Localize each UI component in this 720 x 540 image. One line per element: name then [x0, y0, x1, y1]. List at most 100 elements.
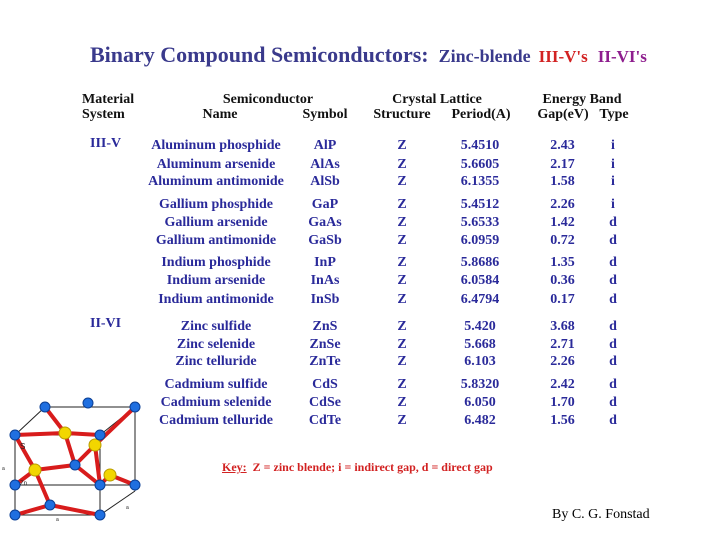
- cell-name: Cadmium telluride: [159, 413, 273, 428]
- cell-structure: Z: [397, 292, 407, 307]
- cell-gap: 0.17: [550, 292, 575, 307]
- cell-gap: 1.58: [550, 174, 575, 189]
- cell-type: d: [609, 292, 617, 307]
- title-ii-vi: II-VI's: [597, 47, 647, 66]
- cell-name: Aluminum arsenide: [156, 157, 276, 172]
- header-structure: Structure: [373, 107, 431, 122]
- cell-type: i: [611, 138, 615, 153]
- label-s: S: [20, 442, 25, 451]
- cell-symbol: ZnTe: [309, 354, 341, 369]
- cell-gap: 2.17: [550, 157, 575, 172]
- cell-name: Gallium antimonide: [155, 233, 277, 248]
- cell-gap: 1.70: [550, 395, 575, 410]
- cell-symbol: InAs: [310, 273, 340, 288]
- cell-type: d: [609, 255, 617, 270]
- cell-symbol: AlAs: [310, 157, 340, 172]
- cell-structure: Z: [397, 157, 407, 172]
- cell-gap: 2.43: [550, 138, 575, 153]
- cell-type: d: [609, 215, 617, 230]
- cell-name: Gallium arsenide: [164, 215, 268, 230]
- cell-type: d: [609, 337, 617, 352]
- cell-symbol: InP: [314, 255, 336, 270]
- title-main: Binary Compound Semiconductors:: [90, 42, 429, 67]
- cell-structure: Z: [397, 413, 407, 428]
- cell-name: Zinc selenide: [176, 337, 256, 352]
- cell-period: 5.4510: [460, 138, 500, 153]
- cell-type: d: [609, 395, 617, 410]
- cell-structure: Z: [397, 354, 407, 369]
- cell-type: i: [611, 157, 615, 172]
- cell-gap: 2.26: [550, 354, 575, 369]
- cell-structure: Z: [397, 174, 407, 189]
- key-label: Key:: [222, 460, 247, 474]
- key-text: Z = zinc blende; i = indirect gap, d = d…: [252, 460, 493, 474]
- cell-period: 5.8320: [460, 377, 500, 392]
- header-symbol: Symbol: [302, 107, 348, 122]
- cell-structure: Z: [397, 337, 407, 352]
- author-credit: By C. G. Fonstad: [552, 507, 650, 522]
- group-ii-vi: II-VI: [90, 316, 122, 331]
- cell-symbol: AlP: [313, 138, 337, 153]
- cell-name: Zinc telluride: [175, 354, 257, 369]
- cell-period: 5.668: [464, 337, 496, 352]
- cell-name: Indium antimonide: [158, 292, 274, 307]
- cell-period: 6.0959: [460, 233, 500, 248]
- cell-name: Aluminum phosphide: [151, 138, 281, 153]
- cell-period: 6.4794: [460, 292, 500, 307]
- cell-period: 5.6533: [460, 215, 500, 230]
- cell-gap: 2.71: [550, 337, 575, 352]
- cell-name: Aluminum antimonide: [148, 174, 284, 189]
- cell-period: 6.482: [464, 413, 496, 428]
- cell-symbol: ZnSe: [309, 337, 341, 352]
- cell-period: 6.050: [464, 395, 496, 410]
- cell-type: d: [609, 319, 617, 334]
- cell-symbol: ZnS: [312, 319, 338, 334]
- cell-gap: 2.42: [550, 377, 575, 392]
- cell-gap: 2.26: [550, 197, 575, 212]
- cell-name: Gallium phosphide: [159, 197, 273, 212]
- header-crystal-lattice: Crystal Lattice: [392, 92, 482, 107]
- cell-period: 5.4512: [460, 197, 500, 212]
- corner-atoms: [9, 397, 141, 521]
- cell-name: Indium arsenide: [166, 273, 266, 288]
- cell-type: i: [611, 197, 615, 212]
- group-iii-v: III-V: [90, 136, 122, 151]
- cell-structure: Z: [397, 138, 407, 153]
- cell-symbol: GaAs: [308, 215, 342, 230]
- cell-structure: Z: [397, 319, 407, 334]
- header-energy-band: Energy Band: [542, 92, 622, 107]
- cell-period: 5.420: [464, 319, 496, 334]
- cell-structure: Z: [397, 273, 407, 288]
- cell-name: Zinc sulfide: [180, 319, 252, 334]
- label-a-right: a: [126, 505, 129, 511]
- header-material: Material System: [82, 92, 135, 122]
- cell-period: 6.103: [464, 354, 496, 369]
- cell-structure: Z: [397, 377, 407, 392]
- cell-type: d: [609, 273, 617, 288]
- cell-gap: 0.36: [550, 273, 575, 288]
- header-name: Name: [202, 107, 238, 122]
- cell-structure: Z: [397, 215, 407, 230]
- cell-type: i: [611, 174, 615, 189]
- cell-period: 5.6605: [460, 157, 500, 172]
- cell-gap: 0.72: [550, 233, 575, 248]
- cell-type: d: [609, 233, 617, 248]
- header-type: Type: [599, 107, 629, 122]
- inner-atoms: [28, 426, 117, 482]
- slide-title: Binary Compound Semiconductors: Zinc-ble…: [90, 42, 647, 68]
- cell-structure: Z: [397, 233, 407, 248]
- cell-symbol: GaSb: [308, 233, 342, 248]
- cell-period: 5.8686: [460, 255, 500, 270]
- cell-symbol: GaP: [311, 197, 339, 212]
- cell-name: Cadmium selenide: [160, 395, 272, 410]
- header-period: Period(A): [451, 107, 511, 122]
- cell-structure: Z: [397, 395, 407, 410]
- zinc-blende-lattice-figure: S Zn a a a: [2, 397, 141, 523]
- header-gap: Gap(eV): [537, 107, 589, 122]
- cell-gap: 1.56: [550, 413, 575, 428]
- cell-name: Cadmium sulfide: [164, 377, 268, 392]
- label-a-bottom: a: [56, 517, 59, 523]
- header-semiconductor: Semiconductor: [222, 92, 314, 107]
- cell-gap: 1.35: [550, 255, 575, 270]
- title-zinc-blende: Zinc-blende: [438, 46, 531, 66]
